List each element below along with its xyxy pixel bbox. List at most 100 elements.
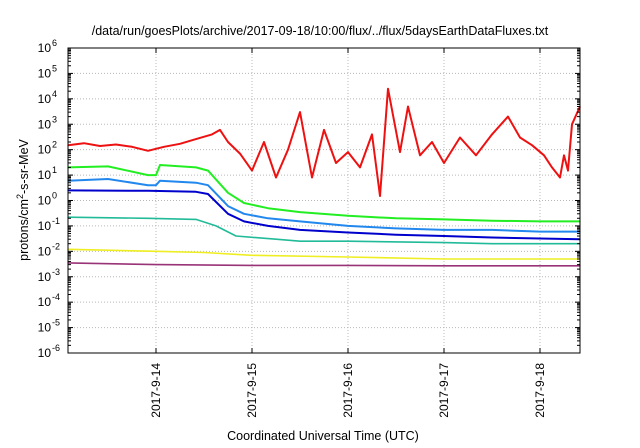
series-3 xyxy=(67,178,581,233)
series-1-point xyxy=(211,133,213,135)
series-1-point xyxy=(559,176,561,179)
series-5-point xyxy=(491,243,493,245)
series-3-point xyxy=(107,178,109,180)
series-5-point xyxy=(275,238,277,240)
y-tick-exponent: 1 xyxy=(52,165,57,175)
y-tick-exponent: 5 xyxy=(52,63,57,73)
series-4-point xyxy=(443,235,445,237)
series-line-2 xyxy=(67,164,580,223)
series-1-point xyxy=(431,141,433,143)
y-tick-label: 10 xyxy=(38,219,52,233)
y-tick-base: 10 xyxy=(38,244,52,258)
y-tick-base: 10 xyxy=(38,270,52,284)
series-1-point xyxy=(83,142,85,144)
series-4 xyxy=(67,189,581,241)
series-2-point xyxy=(227,192,229,194)
y-tick-base: 10 xyxy=(38,219,52,233)
series-line-3 xyxy=(67,178,580,233)
series-1-point xyxy=(475,154,477,156)
grid xyxy=(68,48,580,353)
series-1-point xyxy=(507,116,509,118)
y-axis-label-rest: -s-sr-MeV xyxy=(17,138,31,194)
series-line-4 xyxy=(67,189,581,241)
series-4-point xyxy=(227,213,229,215)
series-1-point xyxy=(379,195,381,197)
y-tick-label: 10 xyxy=(38,66,52,80)
series-5-point xyxy=(347,240,349,242)
y-tick-label: 10 xyxy=(38,244,52,258)
series-3-point xyxy=(491,229,493,231)
y-ticks: 10 -610 -510 -410 -310 -210 -110 010 110 210 310 41… xyxy=(38,38,580,360)
series-3-point xyxy=(195,182,197,184)
series-5-point xyxy=(235,235,237,237)
series-4-point xyxy=(267,225,269,227)
series-1-point xyxy=(543,154,545,156)
series-7 xyxy=(67,262,581,267)
series-4-point xyxy=(491,236,493,239)
y-tick-base: 10 xyxy=(38,92,52,106)
y-tick-label: 10 xyxy=(38,270,52,284)
y-tick-exponent: -2 xyxy=(52,241,60,251)
y-tick-exponent: 3 xyxy=(52,114,57,124)
series-2-point xyxy=(107,165,109,167)
y-tick-exponent: 4 xyxy=(52,89,57,99)
y-tick-base: 10 xyxy=(38,168,52,182)
series-line-5 xyxy=(67,216,580,245)
y-tick-base: 10 xyxy=(38,143,52,157)
series-6-point xyxy=(155,250,157,252)
series-3-point xyxy=(207,184,209,186)
x-axis-label: Coordinated Universal Time (UTC) xyxy=(227,429,419,443)
series-5-point xyxy=(195,218,197,220)
series-1-point xyxy=(531,144,533,146)
series-1-point xyxy=(287,149,289,151)
series-2-point xyxy=(243,202,245,204)
series-1-point xyxy=(407,105,409,108)
y-tick-base: 10 xyxy=(38,41,52,55)
series-1-point xyxy=(99,145,101,147)
series-4-point xyxy=(243,220,245,222)
series-7-point xyxy=(539,265,541,267)
series-1-point xyxy=(371,133,373,135)
x-tick-label: 2017-9-14 xyxy=(149,363,163,418)
series-1-point xyxy=(347,151,349,153)
series-2-point xyxy=(443,218,445,220)
y-axis-label-sup: 2 xyxy=(15,194,25,199)
series-1-point xyxy=(563,154,565,156)
y-tick-base: 10 xyxy=(38,117,52,131)
series-6-point xyxy=(251,254,253,256)
y-tick-label: 10 xyxy=(38,194,52,208)
y-tick-label: 10 xyxy=(38,168,52,182)
series-3-point xyxy=(299,220,301,222)
series-3-point xyxy=(347,225,349,227)
series-2-point xyxy=(347,215,349,217)
series-1-point xyxy=(459,136,461,139)
series-5-point xyxy=(147,217,149,219)
y-tick-exponent: 0 xyxy=(52,191,57,201)
y-tick-label: 10 xyxy=(38,41,52,55)
y-tick-base: 10 xyxy=(38,66,52,80)
series-line-1 xyxy=(67,87,581,197)
series-1-point xyxy=(227,141,229,143)
series-1-point xyxy=(179,143,181,145)
series-1-point xyxy=(131,146,133,148)
series-1-point xyxy=(147,150,149,152)
x-tick-label: 2017-9-17 xyxy=(437,363,451,418)
y-tick-label: 10 xyxy=(38,295,52,309)
y-tick-label: 10 xyxy=(38,346,52,360)
series-6 xyxy=(67,248,581,260)
series-line-6 xyxy=(67,248,580,260)
series-1 xyxy=(67,87,581,197)
x-tick-label: 2017-9-15 xyxy=(245,363,259,418)
series-2-point xyxy=(395,217,397,219)
series-2-point xyxy=(539,220,541,222)
y-tick-exponent: -4 xyxy=(52,292,60,302)
series-4-point xyxy=(207,193,209,195)
series-4-point xyxy=(299,229,301,231)
series-3-point xyxy=(155,184,157,186)
y-tick-base: 10 xyxy=(38,321,52,335)
series-line-7 xyxy=(67,262,580,267)
series-1-point xyxy=(359,166,361,168)
series-1-point xyxy=(519,136,521,139)
series-4-point xyxy=(147,190,149,192)
